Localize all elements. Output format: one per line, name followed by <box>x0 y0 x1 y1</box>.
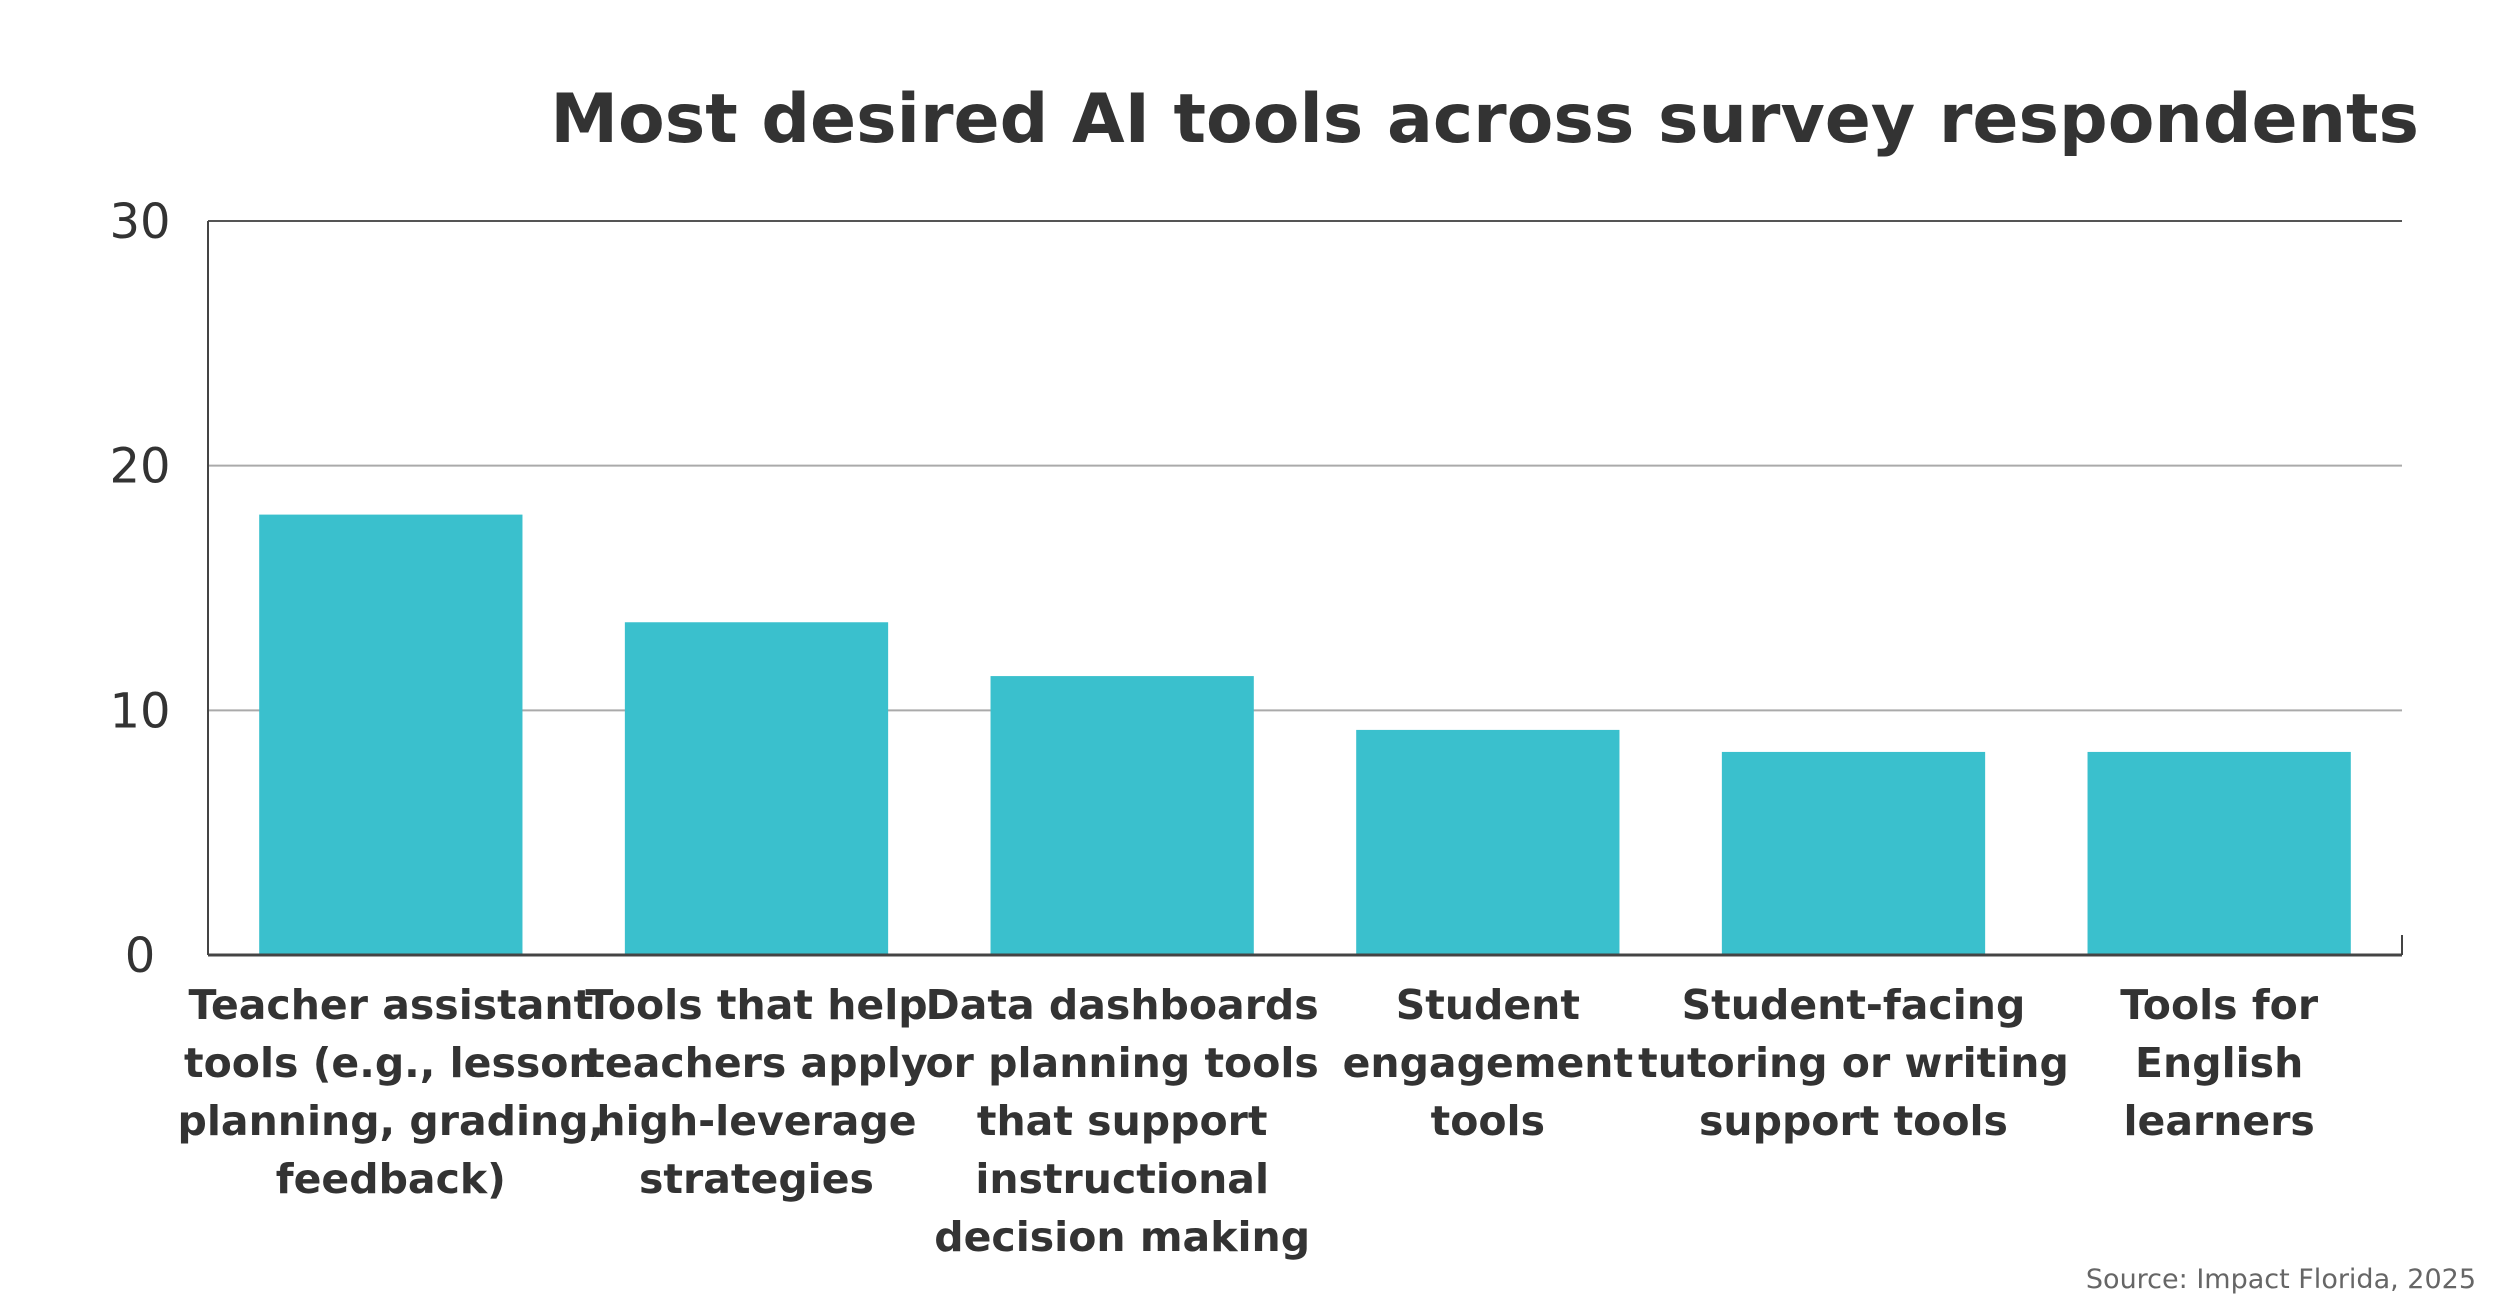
x-category-label: Tools that help teachers apply high-levera… <box>585 981 927 1203</box>
bar <box>1721 751 1986 955</box>
x-category-label-line: Tools that help <box>585 981 927 1029</box>
y-tick-label: 10 <box>109 683 170 739</box>
x-category-label-line: Data dashboards <box>926 981 1319 1029</box>
x-category-labels: Teacher assistant tools (e.g., lesson plan… <box>178 981 2319 1261</box>
x-category-label-line: support tools <box>1699 1097 2008 1145</box>
x-category-label-line: feedback) <box>276 1155 506 1203</box>
x-category-label-line: that support <box>977 1097 1268 1145</box>
x-category-label-line: Tools for <box>2120 981 2319 1029</box>
x-category-label-line: engagement <box>1343 1039 1633 1087</box>
x-category-label-line: tools (e.g., lesson <box>184 1039 598 1087</box>
bar <box>624 622 889 955</box>
x-category-label-line: or planning tools <box>925 1039 1318 1087</box>
y-tick-labels: 0 10 20 30 <box>109 194 170 984</box>
x-category-label-line: English <box>2135 1039 2303 1087</box>
x-category-label-line: Student-facing <box>1682 981 2026 1029</box>
x-category-label-line: tools <box>1431 1097 1545 1145</box>
y-tick-label: 0 <box>125 928 156 984</box>
y-tick-label: 30 <box>109 194 170 250</box>
x-category-label-line: instructional <box>975 1155 1269 1203</box>
x-category-label: Student-facing tutoring or writing support… <box>1638 981 2069 1145</box>
x-category-label-line: learners <box>2123 1097 2314 1145</box>
gridlines <box>208 220 2402 712</box>
axes <box>207 221 2403 957</box>
x-category-label: Student engagement tools <box>1343 981 1633 1145</box>
bars <box>259 514 2351 955</box>
y-tick-label: 20 <box>109 439 170 495</box>
bar <box>2087 751 2351 955</box>
x-category-label-line: tutoring or writing <box>1638 1039 2069 1087</box>
x-category-label: Tools for English learners <box>2120 981 2319 1145</box>
bar <box>990 676 1254 955</box>
x-category-label-line: Teacher assistant <box>188 981 593 1029</box>
x-category-label-line: strategies <box>639 1155 874 1203</box>
bar <box>259 514 523 955</box>
x-category-label: Data dashboards or planning tools that sup… <box>925 981 1318 1261</box>
x-category-label-line: decision making <box>934 1213 1310 1261</box>
x-category-label-line: Student <box>1396 981 1580 1029</box>
source-note: Source: Impact Florida, 2025 <box>2086 1264 2476 1295</box>
bar <box>1356 729 1620 955</box>
x-category-label-line: high-leverage <box>596 1097 916 1145</box>
x-category-label-line: teachers apply <box>585 1039 927 1087</box>
x-category-label-line: planning, grading, <box>178 1097 605 1145</box>
chart-title: Most desired AI tools across survey resp… <box>550 80 2419 159</box>
x-category-label: Teacher assistant tools (e.g., lesson plan… <box>178 981 605 1203</box>
